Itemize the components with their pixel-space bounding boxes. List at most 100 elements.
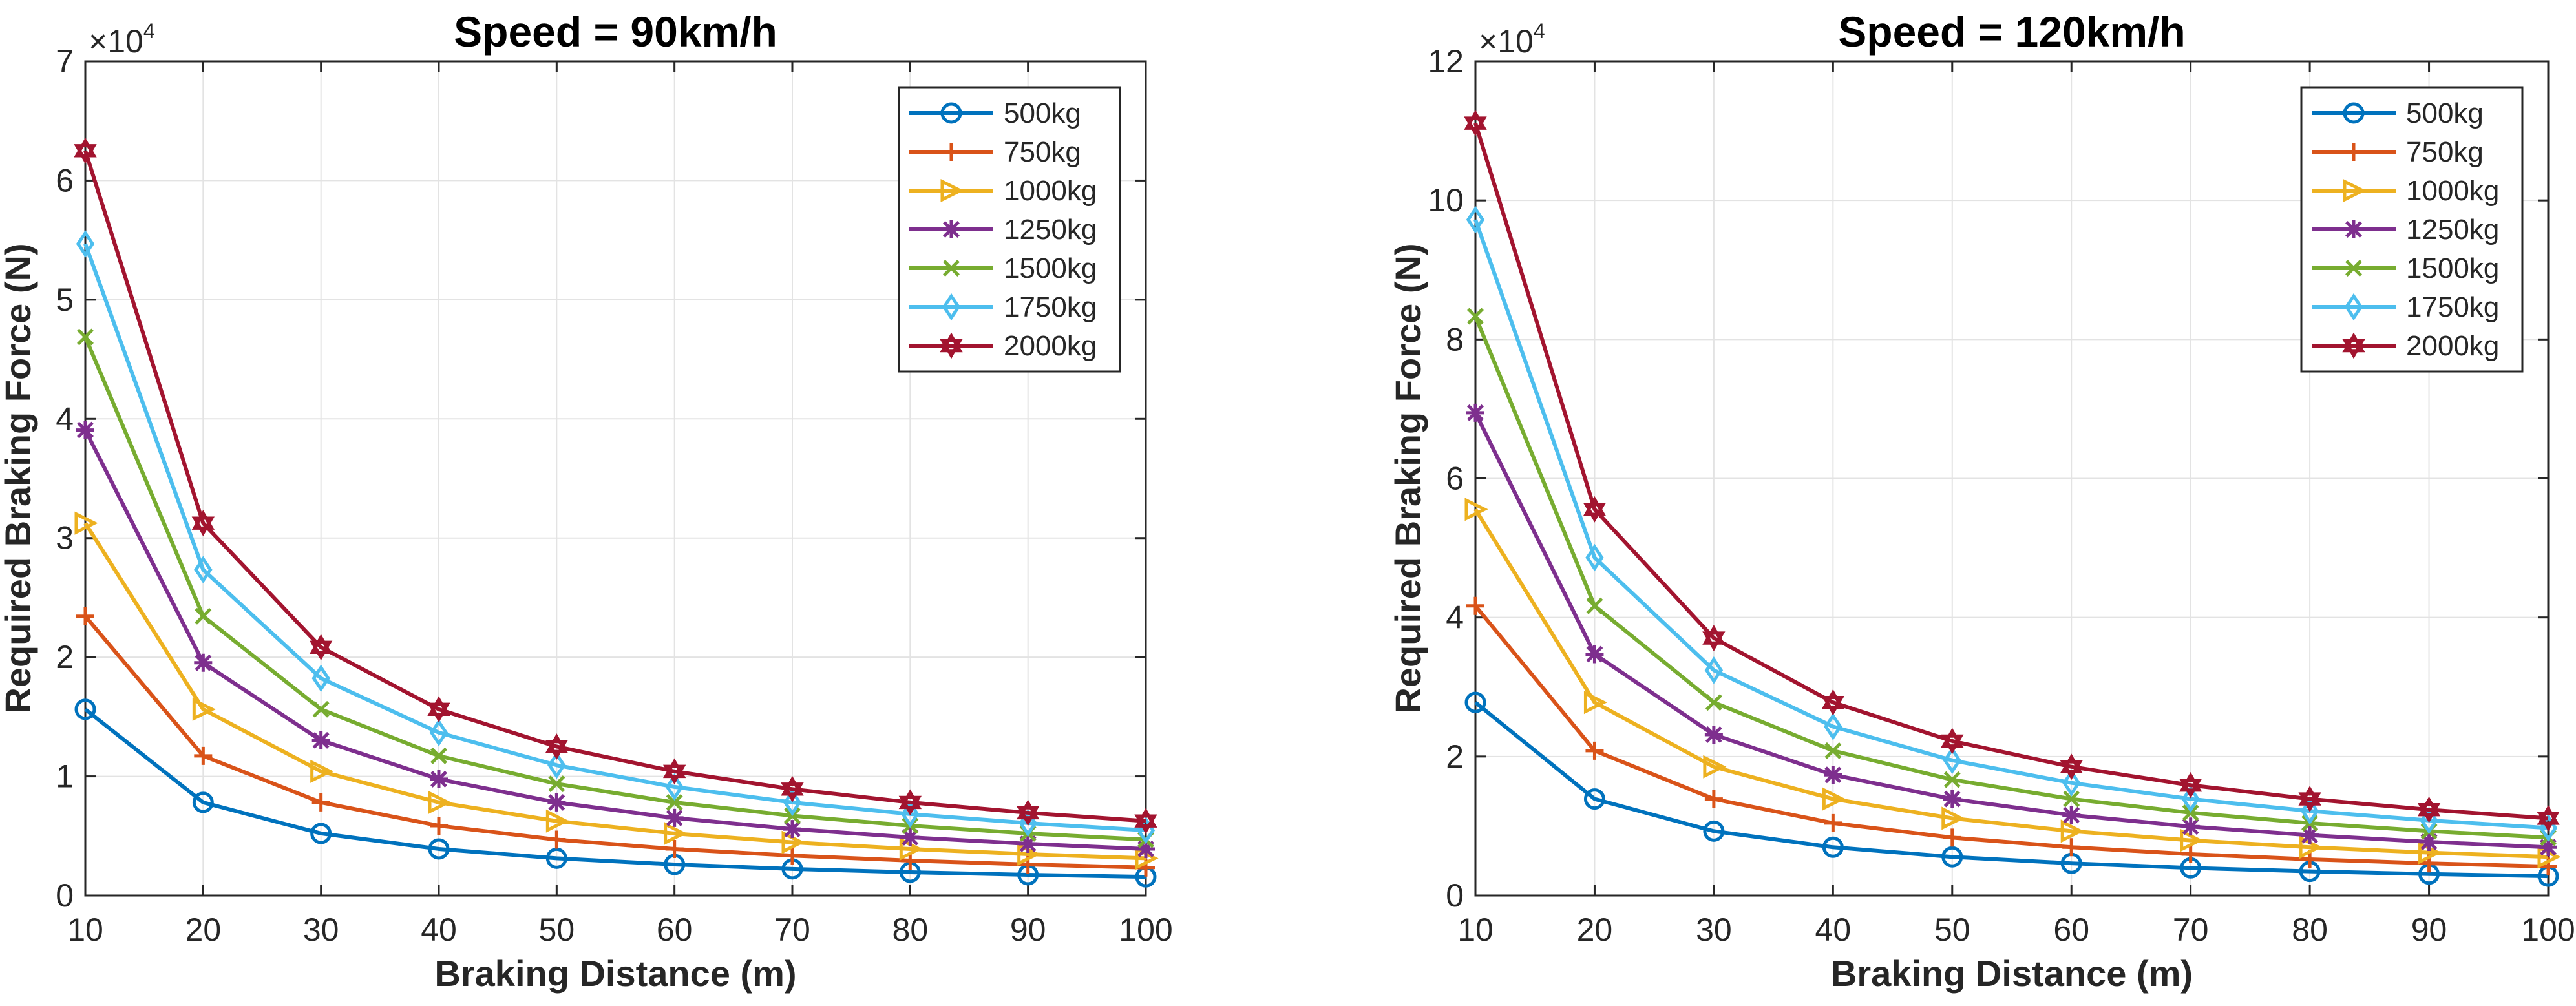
y-tick-label: 2 <box>56 639 74 675</box>
legend-label: 2000kg <box>2406 330 2499 362</box>
data-point <box>1583 496 1607 523</box>
data-point <box>1822 787 1846 811</box>
data-point <box>1824 742 1842 759</box>
series-line <box>1473 508 2549 859</box>
data-point <box>1703 820 1725 842</box>
series-line <box>1473 604 2549 869</box>
data-point <box>1137 839 1155 858</box>
data-point <box>2300 797 2319 825</box>
data-point <box>1466 403 1484 422</box>
y-tick-label: 6 <box>1446 461 1464 497</box>
data-point <box>548 775 565 793</box>
series-line <box>83 429 1146 851</box>
data-point <box>545 733 569 760</box>
x-tick-label: 30 <box>303 912 339 948</box>
data-point <box>1943 746 1961 775</box>
data-point <box>901 800 920 828</box>
legend-marker <box>943 260 960 277</box>
legend-label: 1000kg <box>2406 175 2499 207</box>
x-tick-label: 50 <box>1934 912 1970 948</box>
data-point <box>194 556 213 584</box>
series-1250kg <box>1466 403 2557 857</box>
data-point <box>1464 110 1487 137</box>
data-point <box>74 698 96 720</box>
legend-label: 500kg <box>1004 98 1081 129</box>
y-axis-label: Required Braking Force (N) <box>1388 243 1428 713</box>
data-point <box>1704 790 1723 808</box>
legend-marker <box>2345 143 2363 161</box>
y-axis-label: Required Braking Force (N) <box>0 243 38 713</box>
data-point <box>547 830 566 849</box>
series-750kg <box>1466 596 2557 876</box>
data-point <box>1586 597 1603 614</box>
data-point <box>666 793 683 811</box>
x-tick-label: 90 <box>1010 912 1046 948</box>
data-point <box>194 746 213 765</box>
legend: 500kg 750kg 1000kg 1250kg 1500kg 1750kg 2000kg <box>2300 86 2524 373</box>
x-tick-label: 70 <box>2173 912 2209 948</box>
series-1250kg <box>76 421 1155 858</box>
data-point <box>311 731 330 749</box>
data-point <box>1019 834 1037 853</box>
data-point <box>1822 836 1844 858</box>
data-point <box>430 747 447 764</box>
legend-box <box>2300 86 2524 373</box>
legend-marker <box>2344 293 2363 321</box>
chart-panel-2: 10 20 30 40 50 60 70 80 90 100 0 2 4 6 8 10 12 ×104 Speed … <box>1388 8 2575 994</box>
data-point <box>665 808 684 827</box>
data-point <box>74 137 97 164</box>
data-point <box>1019 809 1037 837</box>
data-point <box>783 846 801 865</box>
data-point <box>1704 725 1723 744</box>
legend-label: 750kg <box>2406 136 2484 168</box>
data-point <box>2181 844 2200 863</box>
data-point <box>192 791 214 813</box>
data-point <box>2420 832 2438 851</box>
series-line <box>1473 315 2549 840</box>
data-point <box>2301 826 2319 844</box>
data-point <box>2537 805 2560 832</box>
x-axis-label: Braking Distance (m) <box>434 953 796 994</box>
x-tick-label: 10 <box>67 912 103 948</box>
chart-title: Speed = 90km/h <box>454 8 777 56</box>
data-point <box>1585 543 1604 572</box>
data-point <box>1821 689 1845 716</box>
data-point <box>1466 205 1485 234</box>
series-line <box>1473 122 2549 821</box>
data-point <box>2062 838 2081 857</box>
data-point <box>545 847 567 869</box>
data-point <box>195 607 212 625</box>
data-point <box>1016 799 1040 826</box>
data-point <box>547 751 566 779</box>
x-tick-label: 80 <box>892 912 929 948</box>
legend-marker <box>940 102 962 124</box>
data-point <box>1464 691 1486 713</box>
series-line <box>84 707 1146 879</box>
y-tick-label: 7 <box>56 43 74 79</box>
y-multiplier: ×104 <box>1479 19 1545 59</box>
chart-title: Speed = 120km/h <box>1838 8 2185 56</box>
x-tick-label: 40 <box>1815 912 1852 948</box>
data-point <box>2179 771 2202 799</box>
x-tick-label: 80 <box>2292 912 2328 948</box>
x-tick-label: 20 <box>185 912 222 948</box>
y-multiplier: ×104 <box>89 19 155 59</box>
series-2000kg <box>74 137 1157 835</box>
data-point <box>1824 813 1842 832</box>
series-line <box>83 150 1146 823</box>
y-tick-label: 4 <box>56 401 74 437</box>
series-line <box>1473 412 2549 850</box>
x-tick-label: 40 <box>421 912 457 948</box>
data-point <box>1466 596 1484 615</box>
data-point <box>427 696 450 723</box>
legend-label: 1000kg <box>1004 175 1097 207</box>
data-point <box>898 789 922 816</box>
data-point <box>1941 728 1964 755</box>
x-tick-label: 50 <box>539 912 575 948</box>
legend-marker <box>2343 178 2367 203</box>
data-point <box>1705 694 1722 711</box>
data-point <box>2298 786 2321 812</box>
y-tick-label: 10 <box>1428 182 1464 218</box>
series-1000kg <box>1464 498 2561 869</box>
